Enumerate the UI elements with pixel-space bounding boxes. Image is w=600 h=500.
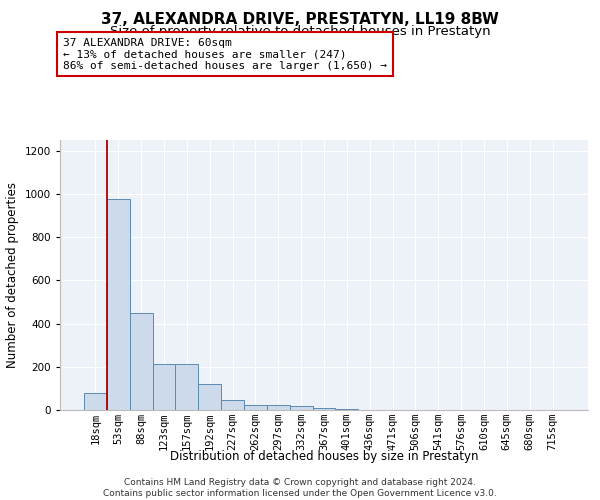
Y-axis label: Number of detached properties: Number of detached properties (6, 182, 19, 368)
Text: 37 ALEXANDRA DRIVE: 60sqm
← 13% of detached houses are smaller (247)
86% of semi: 37 ALEXANDRA DRIVE: 60sqm ← 13% of detac… (63, 38, 387, 70)
Bar (313, 408, 335, 410)
Bar (267, 405, 290, 410)
Bar (175, 364, 198, 410)
Text: Size of property relative to detached houses in Prestatyn: Size of property relative to detached ho… (110, 25, 490, 38)
Text: Contains HM Land Registry data © Crown copyright and database right 2024.
Contai: Contains HM Land Registry data © Crown c… (103, 478, 497, 498)
Bar (244, 404, 267, 410)
Bar (84, 392, 107, 410)
Text: 37, ALEXANDRA DRIVE, PRESTATYN, LL19 8BW: 37, ALEXANDRA DRIVE, PRESTATYN, LL19 8BW (101, 12, 499, 28)
Bar (107, 200, 130, 410)
Bar (152, 364, 175, 410)
Bar (130, 313, 152, 410)
Bar (290, 406, 313, 410)
Bar (198, 384, 221, 410)
Bar (221, 400, 244, 410)
Text: Distribution of detached houses by size in Prestatyn: Distribution of detached houses by size … (170, 450, 478, 463)
